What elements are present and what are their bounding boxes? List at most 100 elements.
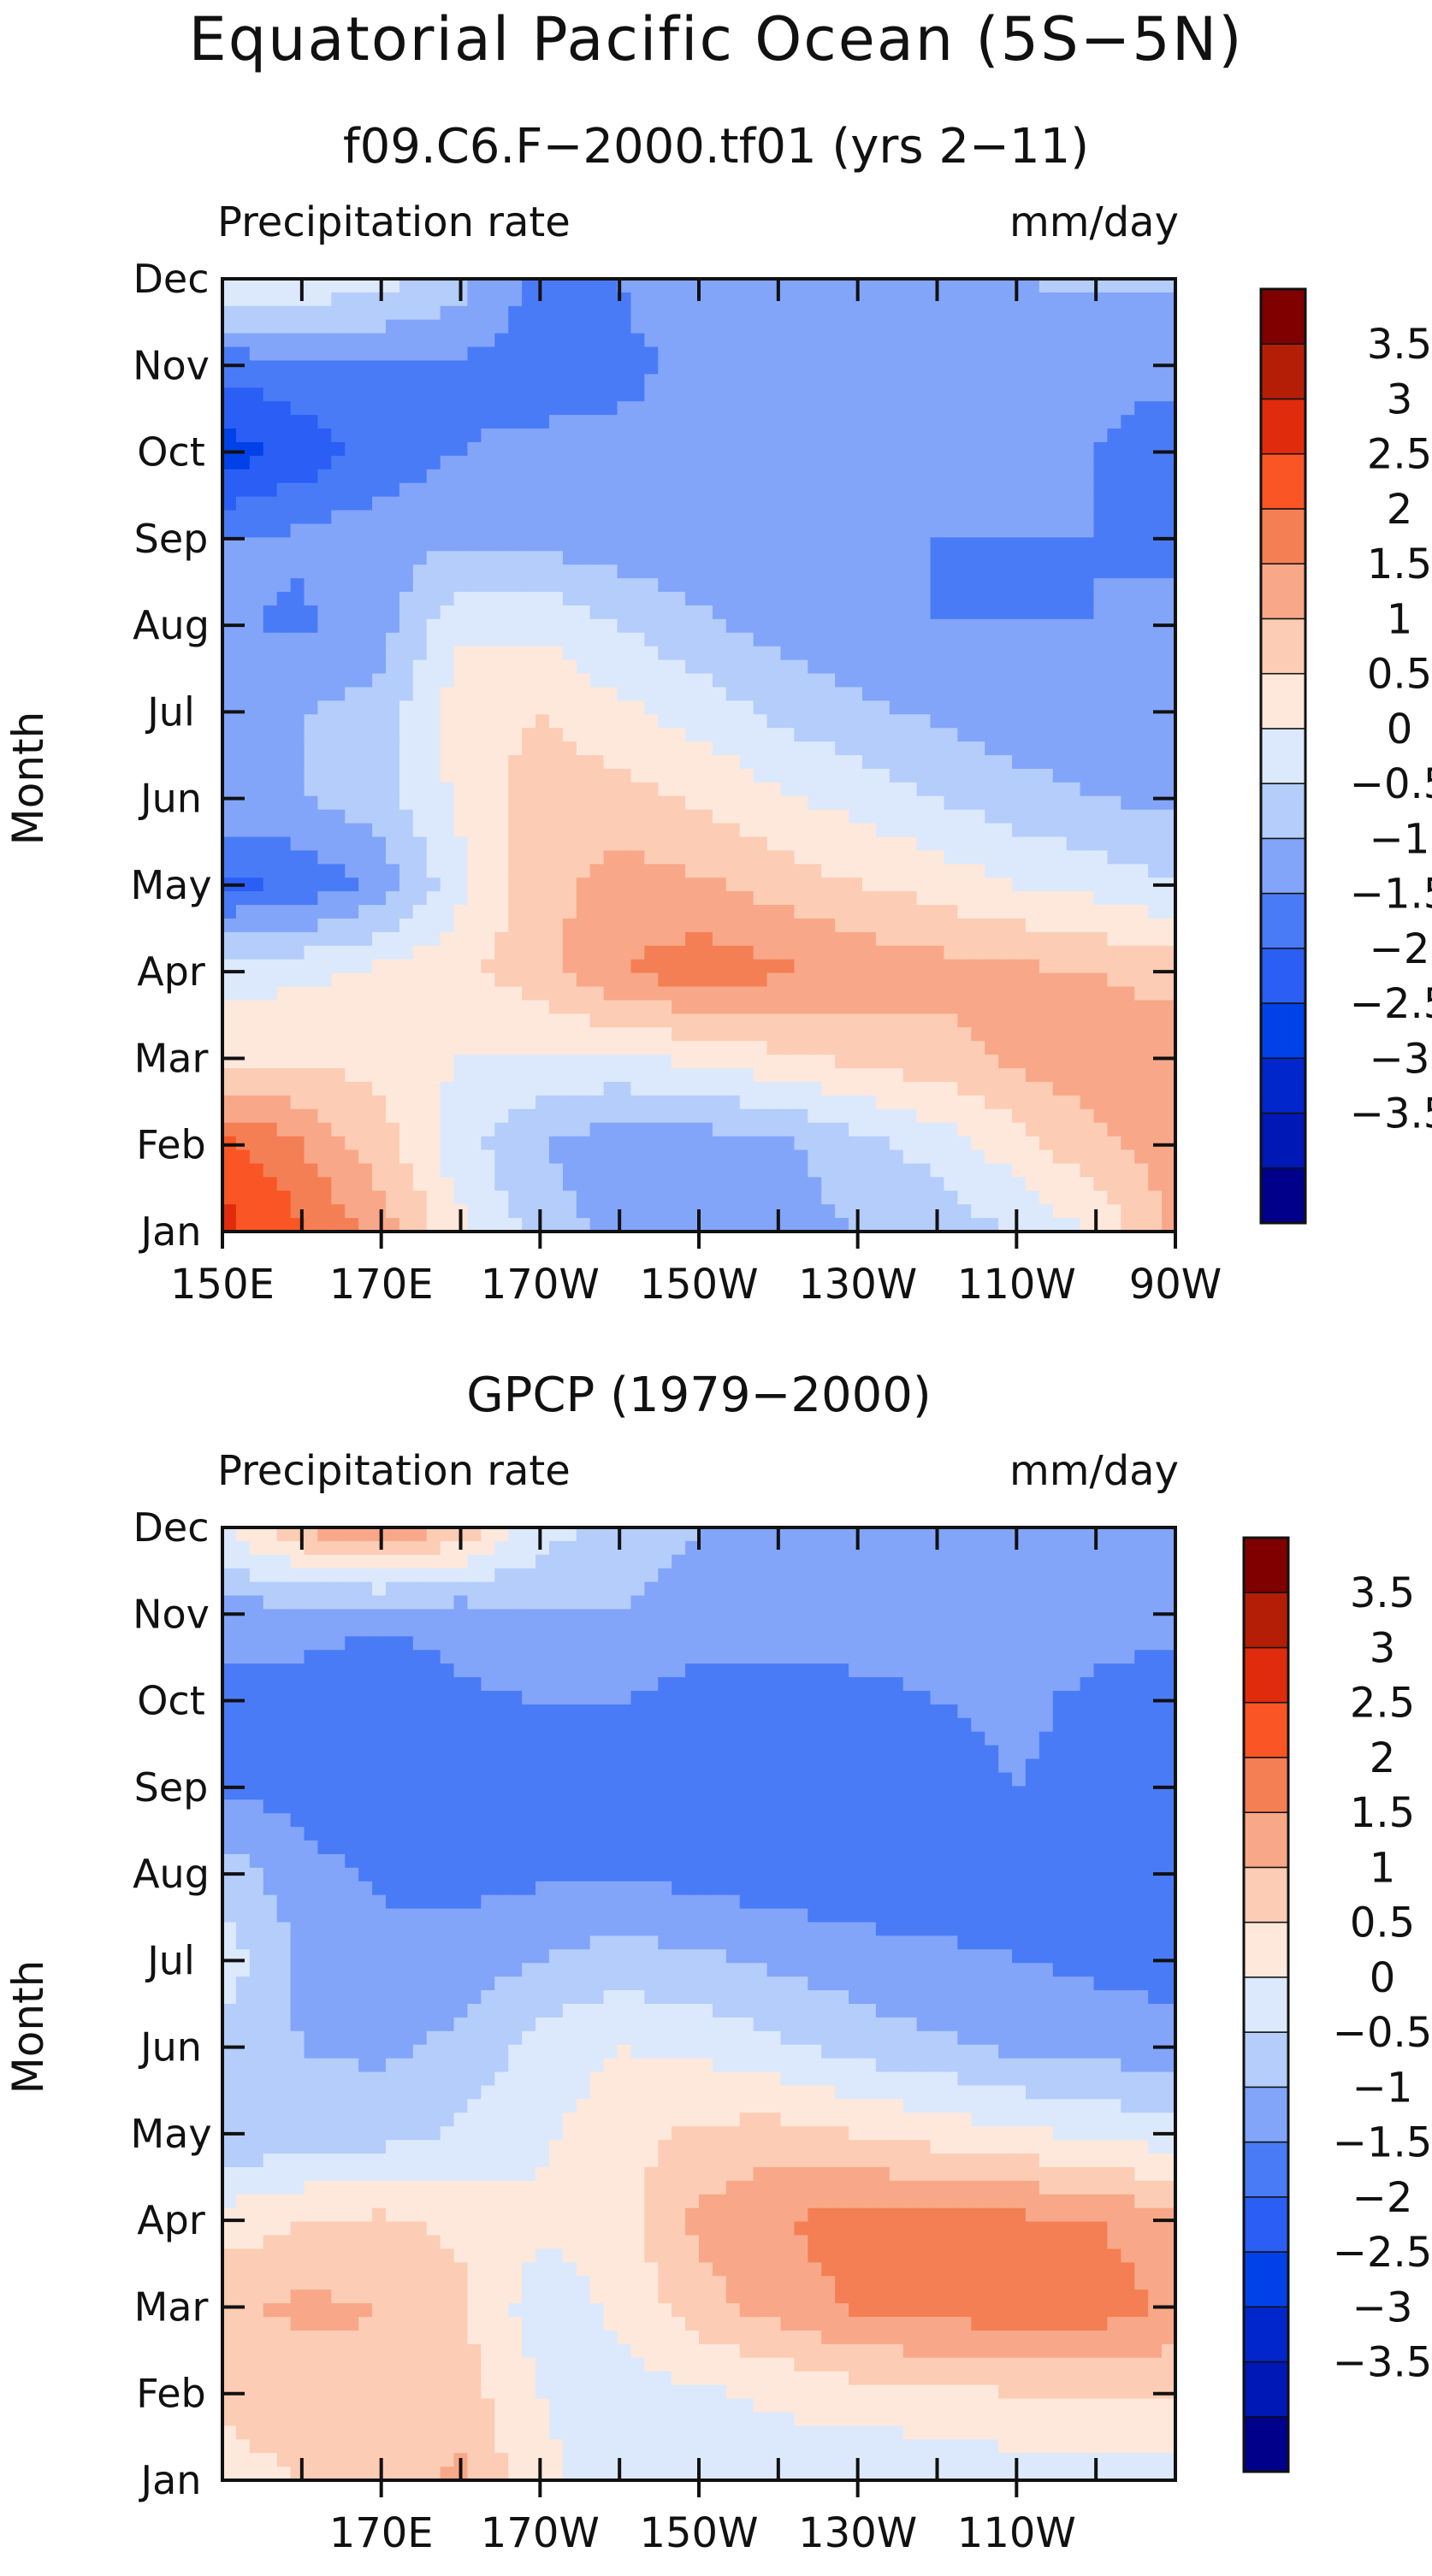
contour-cell	[440, 1055, 455, 1069]
contour-cell	[930, 1055, 945, 1069]
contour-cell	[861, 346, 877, 362]
contour-cell	[345, 1177, 359, 1191]
contour-cell	[985, 918, 999, 933]
contour-cell	[453, 918, 469, 933]
contour-cell	[998, 1108, 1013, 1124]
contour-cell	[1080, 1136, 1095, 1151]
contour-cell	[358, 441, 373, 457]
contour-cell	[916, 864, 932, 878]
contour-cell	[426, 1041, 441, 1055]
contour-cell	[739, 728, 754, 742]
contour-cell	[1080, 374, 1095, 388]
contour-cell	[372, 496, 387, 511]
colorbar-swatch	[1260, 508, 1306, 564]
contour-cell	[780, 931, 795, 947]
contour-cell	[861, 401, 877, 416]
contour-cell	[481, 836, 495, 851]
contour-cell	[331, 945, 346, 960]
contour-cell	[440, 850, 455, 865]
contour-cell	[794, 945, 808, 960]
contour-cell	[358, 1000, 373, 1014]
contour-cell	[699, 374, 713, 388]
contour-cell	[971, 537, 985, 552]
contour-cell	[971, 673, 985, 688]
contour-cell	[222, 905, 237, 919]
contour-cell	[617, 523, 632, 538]
contour-cell	[1066, 1027, 1081, 1042]
contour-cell	[1038, 877, 1054, 892]
contour-cell	[426, 850, 441, 865]
contour-cell	[453, 1013, 469, 1028]
contour-cell	[1107, 564, 1121, 579]
contour-cell	[345, 1068, 359, 1083]
contour-cell	[1012, 1191, 1027, 1205]
contour-cell	[345, 1108, 359, 1124]
contour-cell	[453, 578, 469, 593]
contour-cell	[345, 360, 359, 375]
contour-cell	[385, 441, 400, 457]
contour-cell	[276, 1055, 292, 1069]
contour-cell	[753, 850, 768, 865]
contour-cell	[849, 850, 863, 865]
contour-cell	[957, 741, 972, 756]
contour-cell	[957, 523, 972, 538]
contour-cell	[589, 1122, 605, 1137]
contour-cell	[725, 714, 741, 729]
contour-cell	[426, 1163, 441, 1178]
contour-cell	[249, 673, 264, 688]
contour-cell	[562, 578, 577, 593]
contour-cell	[494, 1095, 509, 1110]
contour-cell	[1080, 864, 1095, 878]
contour-cell	[589, 428, 605, 443]
contour-cell	[930, 360, 945, 375]
contour-cell	[1012, 510, 1027, 525]
contour-cell	[672, 1149, 686, 1165]
contour-cell	[739, 455, 754, 470]
contour-cell	[1080, 659, 1095, 675]
contour-cell	[426, 305, 441, 321]
contour-cell	[576, 401, 591, 416]
contour-cell	[412, 836, 428, 851]
contour-cell	[617, 1055, 632, 1069]
contour-cell	[508, 646, 523, 661]
contour-cell	[1134, 441, 1149, 457]
contour-cell	[971, 768, 985, 783]
contour-cell	[426, 279, 441, 293]
contour-cell	[672, 877, 686, 892]
contour-cell	[672, 1055, 686, 1069]
contour-cell	[345, 945, 359, 960]
contour-cell	[971, 1000, 985, 1014]
contour-cell	[1025, 945, 1040, 960]
contour-cell	[1080, 455, 1095, 470]
contour-cell	[808, 986, 822, 1001]
contour-cell	[358, 728, 373, 742]
contour-cell	[453, 782, 469, 797]
contour-cell	[712, 1055, 727, 1069]
contour-cell	[548, 1013, 564, 1028]
contour-cell	[1052, 1068, 1068, 1083]
contour-cell	[930, 864, 945, 878]
contour-cell	[263, 1122, 278, 1137]
contour-cell	[372, 319, 387, 334]
contour-cell	[1121, 1177, 1135, 1191]
contour-cell	[576, 537, 591, 552]
contour-cell	[985, 1041, 999, 1055]
contour-cell	[426, 1122, 441, 1137]
contour-cell	[753, 836, 768, 851]
contour-cell	[589, 646, 605, 661]
contour-cell	[548, 1041, 564, 1055]
contour-cell	[358, 986, 373, 1001]
contour-cell	[358, 905, 373, 919]
contour-cell	[1038, 972, 1054, 988]
contour-cell	[902, 1108, 918, 1124]
contour-cell	[1066, 836, 1081, 851]
contour-cell	[916, 1013, 932, 1028]
contour-cell	[861, 1055, 877, 1069]
contour-cell	[902, 1218, 918, 1232]
contour-cell	[304, 782, 318, 797]
contour-cell	[508, 346, 523, 362]
contour-cell	[617, 700, 632, 715]
contour-cell	[835, 1055, 849, 1069]
contour-cell	[998, 387, 1013, 402]
contour-cell	[644, 523, 659, 538]
